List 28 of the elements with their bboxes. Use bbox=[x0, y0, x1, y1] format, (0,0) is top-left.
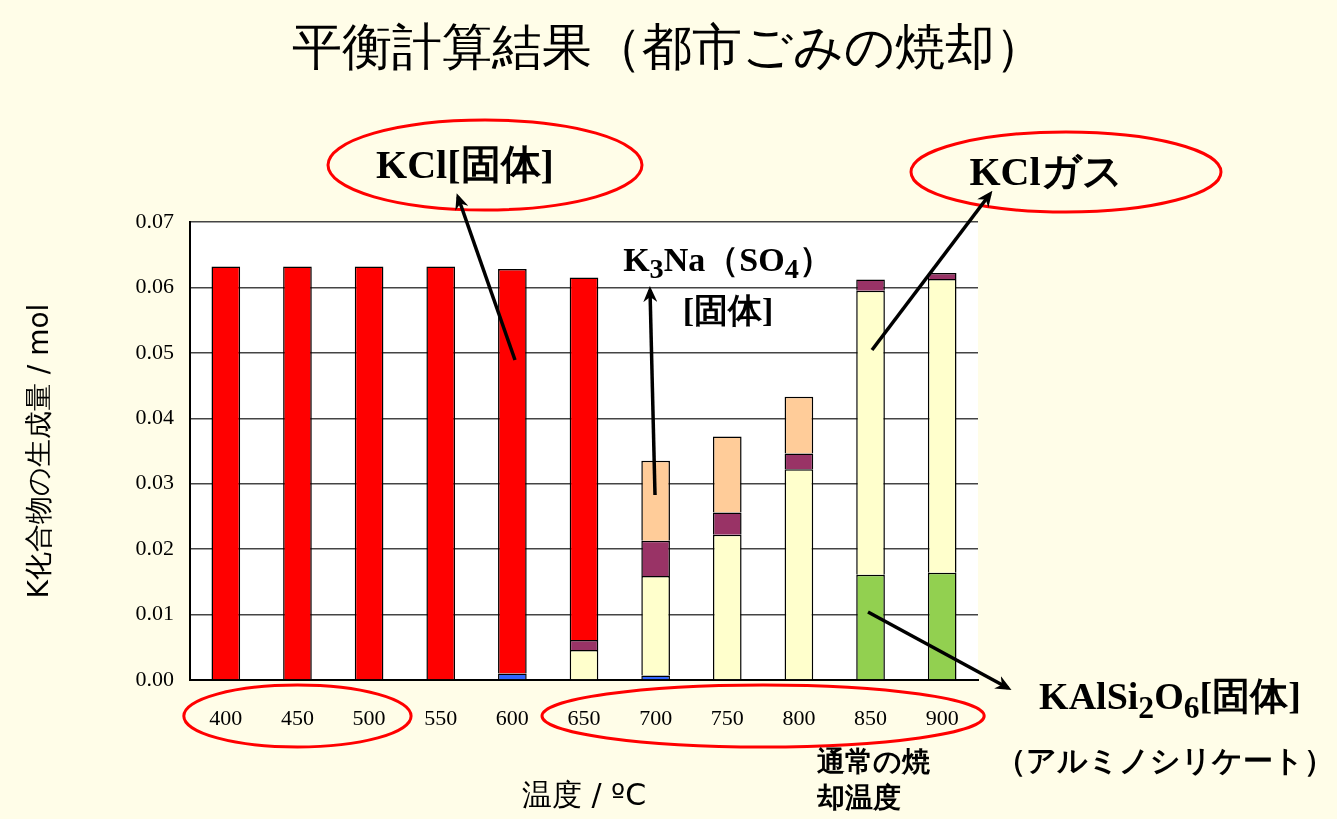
annotation: K$_{3}$Na（SO$_{4}$） [固体] bbox=[623, 239, 833, 331]
x-tick-label: 400 bbox=[209, 704, 243, 730]
y-tick-label: 0.01 bbox=[135, 600, 174, 626]
y-tick-label: 0.06 bbox=[135, 273, 174, 299]
text: KAlSi$_{2}$O$_{6}$[固体] bbox=[1039, 674, 1301, 727]
x-tick-label: 550 bbox=[424, 704, 458, 730]
y-tick-label: 0.02 bbox=[135, 534, 174, 560]
x-tick-label: 600 bbox=[495, 704, 529, 730]
x-tick-label: 700 bbox=[639, 704, 673, 730]
x-tick-label: 750 bbox=[710, 704, 744, 730]
x-tick-label: 800 bbox=[782, 704, 816, 730]
y-tick-label: 0.04 bbox=[135, 404, 174, 430]
text: 通常の焼却温度 bbox=[817, 743, 931, 816]
y-tick-label: 0.05 bbox=[135, 338, 174, 364]
x-tick-label: 650 bbox=[567, 704, 601, 730]
x-tick-label: 500 bbox=[352, 704, 386, 730]
x-tick-label: 850 bbox=[854, 704, 888, 730]
x-axis-title: 温度 / ºC bbox=[521, 776, 647, 812]
y-axis-title: K化合物の生成量 / mol bbox=[22, 303, 56, 599]
y-tick-label: 0.03 bbox=[135, 469, 174, 495]
text: KClガス bbox=[969, 148, 1123, 196]
text: KCl[固体] bbox=[376, 141, 554, 189]
y-tick-label: 0.00 bbox=[135, 665, 174, 691]
x-tick-label: 900 bbox=[925, 704, 959, 730]
x-tick-label: 450 bbox=[280, 704, 314, 730]
y-tick-label: 0.07 bbox=[135, 207, 174, 233]
text: （アルミノシリケート） bbox=[996, 741, 1334, 780]
chart-title: 平衡計算結果（都市ごみの焼却） bbox=[291, 17, 1046, 78]
